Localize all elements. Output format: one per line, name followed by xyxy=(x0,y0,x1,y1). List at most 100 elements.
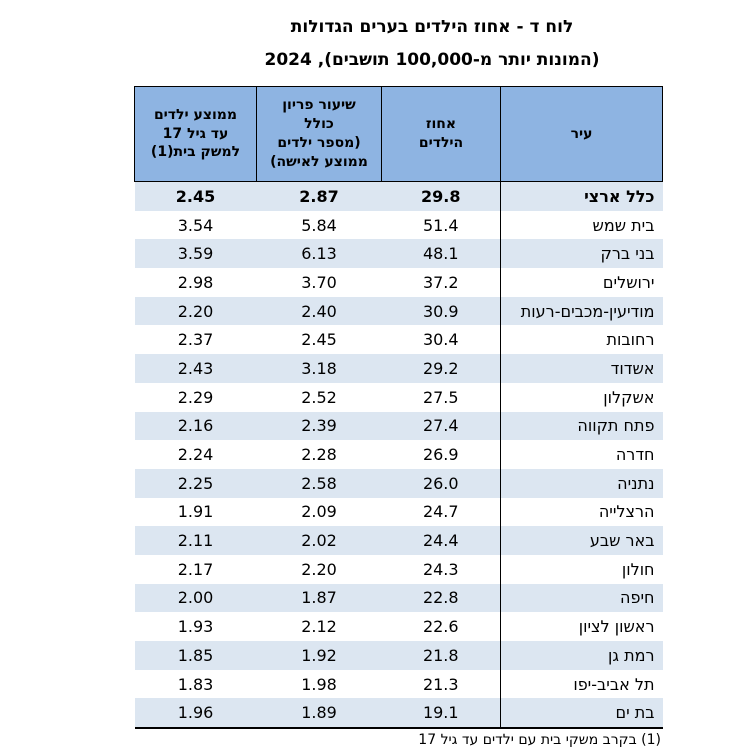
column-header-percent-children: אחוז הילדים xyxy=(381,86,501,182)
tfr-value-cell: 5.84 xyxy=(301,215,337,235)
tfr-value-cell: 2.09 xyxy=(301,502,337,522)
children-stats-table: עיר אחוז הילדים שיעור פריון כולל (מספר י… xyxy=(134,86,663,730)
avg-value-cell: 2.98 xyxy=(177,272,214,292)
document-content: לוח ד - אחוז הילדים בערים הגדולות (המונו… xyxy=(134,15,729,749)
city-cell: אשקלון xyxy=(500,382,663,412)
page-subtitle: (המונות יותר מ-100,000 תושבים), 2024 xyxy=(264,50,600,70)
table-row: אשקלון 27.5 2.52 2.29 xyxy=(135,382,663,412)
tfr-value-cell: 6.13 xyxy=(301,244,337,264)
city-cell: ראשון לציון xyxy=(500,612,663,641)
table-row: בית שמש 51.4 5.84 3.54 xyxy=(135,210,663,240)
footnote: (1) בקרב משקי בית עם ילדים עד גיל 17 xyxy=(418,732,661,749)
page: לוח ד - אחוז הילדים בערים הגדולות (המונו… xyxy=(0,15,729,753)
avg-value-cell: 1.85 xyxy=(177,645,214,665)
avg-value-cell: 2.29 xyxy=(177,387,214,407)
city-cell: נתניה xyxy=(500,468,663,498)
tfr-value-cell: 2.28 xyxy=(301,445,337,465)
pct-value-cell: 22.6 xyxy=(422,617,459,637)
city-cell: פתח תקווה xyxy=(500,411,663,441)
tfr-value-cell: 2.58 xyxy=(301,473,337,493)
pct-value-cell: 27.5 xyxy=(422,387,459,407)
pct-value-cell: 30.4 xyxy=(422,330,459,350)
table-row: מודיעין-מכבים-רעות 30.9 2.40 2.20 xyxy=(134,296,663,326)
city-cell: רחובות xyxy=(500,325,663,355)
tfr-value-cell: 2.12 xyxy=(301,617,337,637)
table-row: בני ברק 48.1 6.13 3.59 xyxy=(134,239,663,269)
tfr-value-cell: 3.70 xyxy=(301,272,337,292)
avg-value-cell: 3.59 xyxy=(177,244,214,264)
tfr-value-cell: 1.98 xyxy=(301,674,337,694)
pct-value-cell: 29.2 xyxy=(422,358,459,378)
column-header-fertility-rate: שיעור פריון כולל (מספר ילדים ממוצע לאישה… xyxy=(256,86,382,182)
table-row: כלל ארצי 29.8 2.87 2.45 xyxy=(134,181,663,211)
avg-value-cell: 2.45 xyxy=(175,186,216,206)
city-cell: בית שמש xyxy=(500,210,663,240)
city-cell: בת ים xyxy=(500,698,663,729)
table-row: נתניה 26.0 2.58 2.25 xyxy=(134,468,663,498)
city-cell: הרצלייה xyxy=(500,497,663,527)
table-row: חדרה 26.9 2.28 2.24 xyxy=(135,440,663,469)
table-row: באר שבע 24.4 2.02 2.11 xyxy=(134,526,663,555)
tfr-value-cell: 2.20 xyxy=(301,559,337,579)
city-cell: חיפה xyxy=(500,583,663,613)
avg-value-cell: 1.83 xyxy=(177,674,214,694)
tfr-value-cell: 2.45 xyxy=(301,330,337,350)
city-cell: רמת גן xyxy=(500,641,663,670)
pct-value-cell: 24.3 xyxy=(422,559,459,579)
avg-value-cell: 2.43 xyxy=(177,358,214,378)
table-row: חולון 24.3 2.20 2.17 xyxy=(135,554,663,584)
pct-value-cell: 26.0 xyxy=(422,473,459,493)
pct-value-cell: 22.8 xyxy=(422,588,459,608)
tfr-value-cell: 1.87 xyxy=(301,588,337,608)
pct-value-cell: 21.8 xyxy=(422,645,459,665)
column-header-avg-children: ממוצע ילדים עד גיל 17 למשק בית(1) xyxy=(134,86,257,182)
city-cell: בני ברק xyxy=(500,239,663,269)
city-cell: באר שבע xyxy=(500,526,663,555)
avg-value-cell: 2.37 xyxy=(177,330,214,350)
avg-value-cell: 2.16 xyxy=(177,416,214,436)
city-cell: ירושלים xyxy=(500,268,663,297)
avg-value-cell: 2.24 xyxy=(177,445,214,465)
tfr-value-cell: 2.39 xyxy=(301,416,337,436)
pct-value-cell: 51.4 xyxy=(422,215,459,235)
table-row: חיפה 22.8 1.87 2.00 xyxy=(134,583,663,613)
city-cell: חולון xyxy=(500,554,663,584)
tfr-value-cell: 2.40 xyxy=(301,301,337,321)
page-title: לוח ד - אחוז הילדים בערים הגדולות xyxy=(290,17,574,37)
avg-value-cell: 2.20 xyxy=(177,301,214,321)
table-body: כלל ארצי 29.8 2.87 2.45 בית שמש 51.4 5.84 3.54 ב… xyxy=(134,181,663,729)
table-row: תל אביב-יפו 21.3 1.98 1.83 xyxy=(135,669,663,699)
header-row: עיר אחוז הילדים שיעור פריון כולל (מספר י… xyxy=(134,86,663,182)
tfr-value-cell: 2.52 xyxy=(301,387,337,407)
avg-value-cell: 2.11 xyxy=(177,531,214,551)
avg-value-cell: 2.00 xyxy=(177,588,214,608)
avg-value-cell: 2.25 xyxy=(177,473,214,493)
avg-value-cell: 3.54 xyxy=(177,215,214,235)
pct-value-cell: 19.1 xyxy=(422,703,459,723)
pct-value-cell: 21.3 xyxy=(422,674,459,694)
pct-value-cell: 30.9 xyxy=(422,301,459,321)
pct-value-cell: 26.9 xyxy=(422,445,459,465)
city-cell: כלל ארצי xyxy=(500,181,663,211)
column-header-city: עיר xyxy=(500,86,663,182)
city-cell: תל אביב-יפו xyxy=(500,669,663,699)
city-cell: חדרה xyxy=(500,440,663,469)
pct-value-cell: 24.7 xyxy=(422,502,459,522)
pct-value-cell: 48.1 xyxy=(422,244,459,264)
city-cell: אשדוד xyxy=(500,354,663,383)
pct-value-cell: 24.4 xyxy=(422,531,459,551)
city-cell: מודיעין-מכבים-רעות xyxy=(500,296,663,326)
tfr-value-cell: 3.18 xyxy=(301,358,337,378)
tfr-value-cell: 2.87 xyxy=(299,186,339,206)
pct-value-cell: 27.4 xyxy=(422,416,459,436)
avg-value-cell: 1.91 xyxy=(177,502,214,522)
avg-value-cell: 1.96 xyxy=(177,703,214,723)
pct-value-cell: 29.8 xyxy=(421,186,461,206)
pct-value-cell: 37.2 xyxy=(422,272,459,292)
table-row: פתח תקווה 27.4 2.39 2.16 xyxy=(134,411,663,441)
tfr-value-cell: 1.89 xyxy=(301,703,337,723)
table-row: הרצלייה 24.7 2.09 1.91 xyxy=(135,497,663,527)
table-row: רחובות 30.4 2.45 2.37 xyxy=(135,325,663,355)
table-row: ראשון לציון 22.6 2.12 1.93 xyxy=(135,612,663,641)
table-row: רמת גן 21.8 1.92 1.85 xyxy=(134,641,663,670)
